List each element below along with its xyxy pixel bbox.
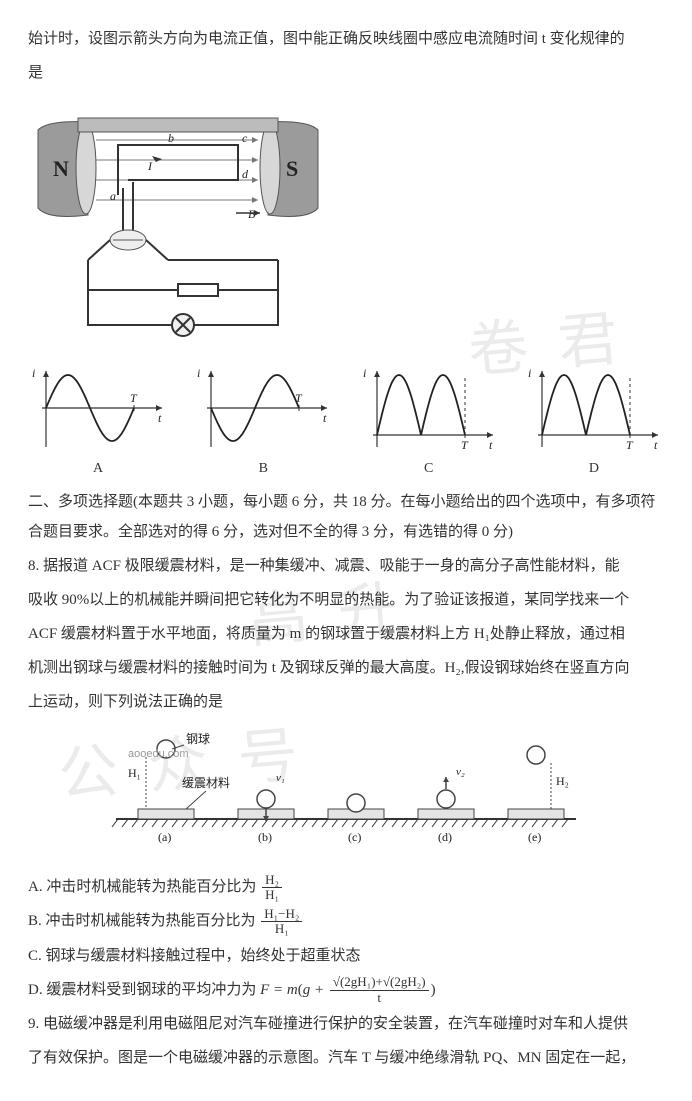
svg-text:v₂: v₂ [456,766,465,778]
q8-number: 8. [28,558,39,574]
svg-text:N: N [53,156,69,181]
q8-body: 吸收 90%以上的机械能并瞬间把它转化为不明显的热能。为了验证该报道，某同学找来… [28,585,664,615]
svg-text:i: i [32,366,35,380]
svg-text:(d): (d) [438,830,452,844]
q7-choice: i t T A [28,363,168,483]
svg-text:i: i [197,366,200,380]
q7-choice-label: C [359,455,499,483]
q8-body: ACF 缓震材料置于水平地面，将质量为 m 的钢球置于缓震材料上方 H₁处静止释… [28,619,664,649]
q8-option-c: C. 钢球与缓震材料接触过程中，始终处于超重状态 [28,941,664,971]
svg-text:H₁: H₁ [128,766,141,780]
q8-body: 机测出钢球与缓震材料的接触时间为 t 及钢球反弹的最大高度。H₂,假设钢球始终在… [28,653,664,683]
watermark-url: aooedu.com [128,743,189,765]
q8-body: 上运动，则下列说法正确的是 [28,687,664,717]
q8-body: 8. 据报道 ACF 极限缓震材料，是一种集缓冲、减震、吸能于一身的高分子高性能… [28,551,664,581]
section2-heading: 二、多项选择题(本题共 3 小题，每小题 6 分，共 18 分。在每小题给出的四… [28,487,664,547]
q7-choice: i t TC [359,363,499,483]
svg-text:(b): (b) [258,830,272,844]
q7-choice: i t TD [524,363,664,483]
svg-text:钢球: 钢球 [186,732,210,746]
svg-text:T: T [461,438,469,452]
svg-text:T: T [626,438,634,452]
q7-choice-label: B [193,455,333,483]
q7-stem-line: 始计时，设图示箭头方向为电流正值，图中能正确反映线圈中感应电流随时间 t 变化规… [28,24,664,54]
svg-text:T: T [130,391,138,405]
svg-text:v₁: v₁ [276,772,285,784]
svg-text:a: a [110,189,116,203]
svg-text:c: c [242,131,248,145]
svg-text:缓震材料: 缓震材料 [182,776,230,790]
q8-option-a: A. 冲击时机械能转为热能百分比为 H₂H₁ [28,872,664,902]
svg-text:b: b [168,131,174,145]
svg-text:t: t [489,438,493,452]
q9-body: 了有效保护。图是一个电磁缓冲器的示意图。汽车 T 与缓冲绝缘滑轨 PQ、MN 固… [28,1043,664,1073]
q9-number: 9. [28,1016,39,1032]
svg-text:I: I [147,159,153,173]
svg-text:t: t [158,411,162,425]
svg-text:S: S [286,156,298,181]
svg-text:H₂: H₂ [556,774,569,788]
svg-text:i: i [363,366,366,380]
svg-text:(e): (e) [528,830,541,844]
q7-choice: itTB [193,363,333,483]
q8-option-b: B. 冲击时机械能转为热能百分比为 H₁−H₂H₁ [28,906,664,936]
q7-stem-line: 是 [28,58,664,88]
q7-choice-label: A [28,455,168,483]
q7-diagram: NSabcdIB [28,100,664,351]
svg-text:t: t [654,438,658,452]
svg-text:(c): (c) [348,830,361,844]
svg-text:i: i [528,366,531,380]
svg-text:(a): (a) [158,830,171,844]
svg-text:d: d [242,167,249,181]
q7-choices-row: itTAitTBitTCitTD [28,363,664,483]
q7-choice-label: D [524,455,664,483]
svg-text:t: t [323,411,327,425]
q8-option-d: D. 缓震材料受到钢球的平均冲力为 F = m(g + √(2gH₁)+√(2g… [28,975,664,1005]
q8-figure: aooedu.com (a) (b) (c) (d) (e) H₁ H₂ 钢球缓震材料 v₁ v₂ [28,727,664,858]
